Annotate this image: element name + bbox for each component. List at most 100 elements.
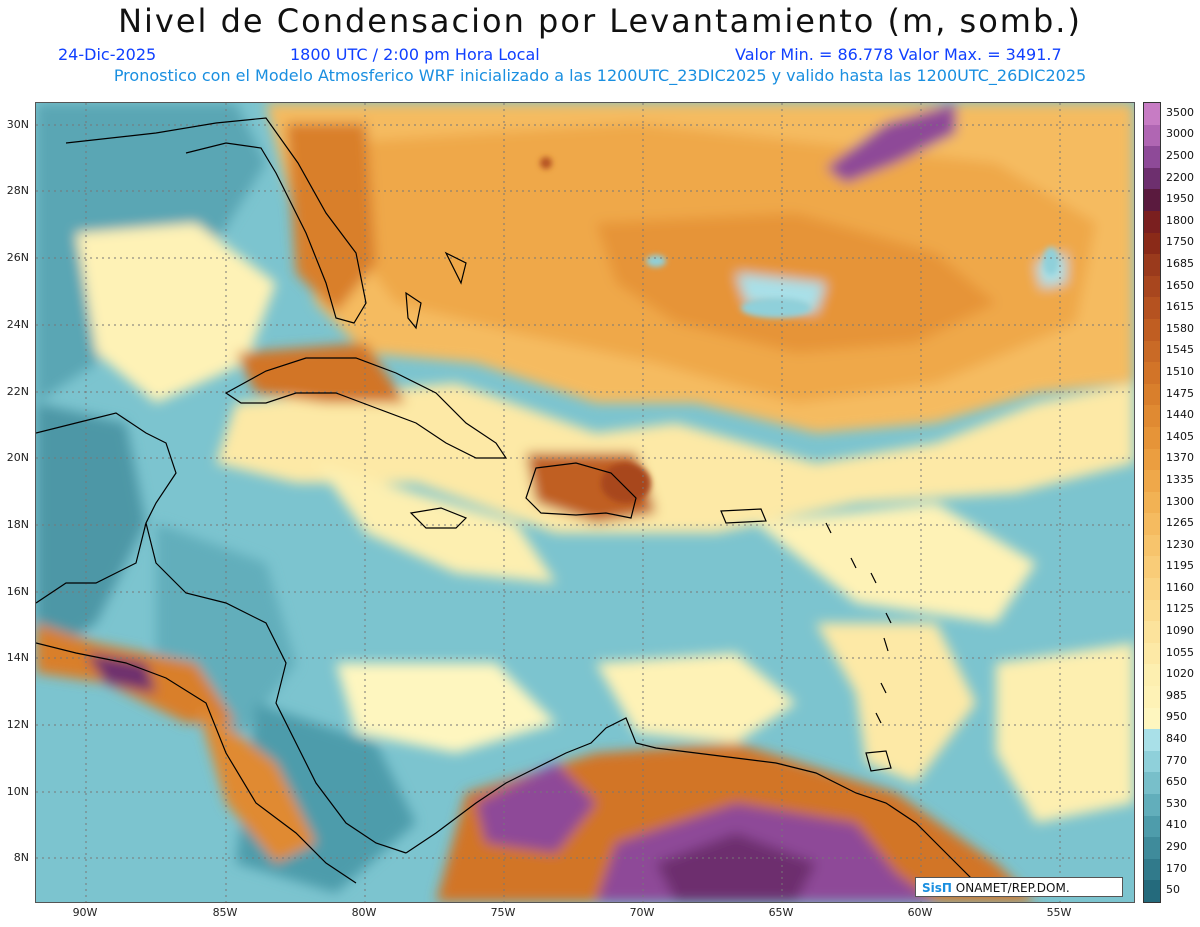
colorbar-label: 2500: [1166, 148, 1194, 162]
grid-lines: [36, 103, 1134, 902]
colorbar-label: 1335: [1166, 472, 1194, 486]
colorbar-label: 1475: [1166, 386, 1194, 400]
colorbar-label: 1800: [1166, 213, 1194, 227]
colorbar: [1143, 102, 1161, 903]
forecast-date: 24-Dic-2025: [58, 45, 157, 64]
lat-label-14n: 14N: [6, 651, 29, 664]
colorbar-segment: [1144, 254, 1160, 277]
colorbar-label: 1090: [1166, 624, 1194, 638]
lat-label-28n: 28N: [6, 184, 29, 197]
colorbar-segment: [1144, 383, 1160, 406]
colorbar-segment: [1144, 686, 1160, 709]
colorbar-segment: [1144, 426, 1160, 449]
colorbar-label: 3500: [1166, 105, 1194, 119]
lat-label-8n: 8N: [13, 851, 29, 864]
colorbar-segment: [1144, 621, 1160, 644]
colorbar-segment: [1144, 297, 1160, 320]
colorbar-label: 170: [1166, 861, 1187, 875]
coastlines: [36, 117, 987, 894]
colorbar-label: 1370: [1166, 451, 1194, 465]
colorbar-segment: [1144, 146, 1160, 169]
colorbar-segment: [1144, 167, 1160, 190]
colorbar-label: 1405: [1166, 429, 1194, 443]
colorbar-label: 770: [1166, 753, 1187, 767]
colorbar-label: 950: [1166, 710, 1187, 724]
lon-label-75w: 75W: [490, 906, 516, 919]
colorbar-label: 1230: [1166, 537, 1194, 551]
model-description: Pronostico con el Modelo Atmosferico WRF…: [113, 66, 1087, 85]
lcl-map: [35, 102, 1135, 903]
colorbar-label: 1615: [1166, 300, 1194, 314]
colorbar-segment: [1144, 124, 1160, 147]
colorbar-label: 1510: [1166, 364, 1194, 378]
colorbar-segment: [1144, 556, 1160, 579]
lat-label-20n: 20N: [6, 451, 29, 464]
colorbar-label: 1750: [1166, 235, 1194, 249]
colorbar-segment: [1144, 491, 1160, 514]
colorbar-segment: [1144, 275, 1160, 298]
colorbar-segment: [1144, 750, 1160, 773]
lon-label-85w: 85W: [212, 906, 238, 919]
lat-label-26n: 26N: [6, 251, 29, 264]
value-range: Valor Min. = 86.778 Valor Max. = 3491.7: [735, 45, 1062, 64]
colorbar-segment: [1144, 513, 1160, 536]
colorbar-label: 650: [1166, 775, 1187, 789]
lon-label-70w: 70W: [629, 906, 655, 919]
colorbar-segment: [1144, 534, 1160, 557]
colorbar-label: 1545: [1166, 343, 1194, 357]
colorbar-segment: [1144, 837, 1160, 860]
lat-label-18n: 18N: [6, 518, 29, 531]
lat-label-22n: 22N: [6, 385, 29, 398]
colorbar-label: 1580: [1166, 321, 1194, 335]
lon-label-60w: 60W: [907, 906, 933, 919]
colorbar-segment: [1144, 448, 1160, 471]
colorbar-segment: [1144, 729, 1160, 752]
lon-label-80w: 80W: [351, 906, 377, 919]
lon-label-65w: 65W: [768, 906, 794, 919]
colorbar-segment: [1144, 599, 1160, 622]
colorbar-segment: [1144, 210, 1160, 234]
colorbar-segment: [1144, 362, 1160, 385]
lat-label-24n: 24N: [6, 318, 29, 331]
colorbar-label: 50: [1166, 883, 1180, 897]
colorbar-segment: [1144, 232, 1160, 255]
colorbar-segment: [1144, 578, 1160, 601]
field-detail: [540, 157, 1059, 503]
credit-box: SisΠ ONAMET/REP.DOM.: [915, 877, 1123, 897]
colorbar-segment: [1144, 642, 1160, 665]
colorbar-label: 1020: [1166, 667, 1194, 681]
colorbar-segment: [1144, 815, 1160, 838]
colorbar-segment: [1144, 858, 1160, 881]
lat-label-10n: 10N: [6, 785, 29, 798]
map-canvas: [36, 103, 1134, 902]
colorbar-segment: [1144, 405, 1160, 428]
colorbar-label: 530: [1166, 796, 1187, 810]
colorbar-segment: [1144, 707, 1160, 730]
field-shading: [36, 103, 1134, 902]
colorbar-label: 1685: [1166, 256, 1194, 270]
sispi-logo: SisΠ: [922, 881, 952, 895]
colorbar-segment: [1144, 664, 1160, 687]
colorbar-label: 1650: [1166, 278, 1194, 292]
colorbar-label: 410: [1166, 818, 1187, 832]
colorbar-label: 1195: [1166, 559, 1194, 573]
colorbar-segment: [1144, 794, 1160, 817]
colorbar-label: 1440: [1166, 408, 1194, 422]
lat-label-16n: 16N: [6, 585, 29, 598]
colorbar-segment: [1144, 340, 1160, 363]
lat-label-12n: 12N: [6, 718, 29, 731]
colorbar-segment: [1144, 103, 1160, 126]
colorbar-label: 1125: [1166, 602, 1194, 616]
forecast-time: 1800 UTC / 2:00 pm Hora Local: [290, 45, 540, 64]
colorbar-label: 3000: [1166, 127, 1194, 141]
colorbar-label: 1160: [1166, 580, 1194, 594]
credit-text: ONAMET/REP.DOM.: [951, 881, 1070, 895]
colorbar-label: 840: [1166, 732, 1187, 746]
colorbar-segment: [1144, 880, 1160, 903]
colorbar-label: 1300: [1166, 494, 1194, 508]
colorbar-label: 985: [1166, 688, 1187, 702]
colorbar-segment: [1144, 470, 1160, 493]
colorbar-segment: [1144, 318, 1160, 342]
colorbar-label: 2200: [1166, 170, 1194, 184]
lon-label-55w: 55W: [1046, 906, 1072, 919]
